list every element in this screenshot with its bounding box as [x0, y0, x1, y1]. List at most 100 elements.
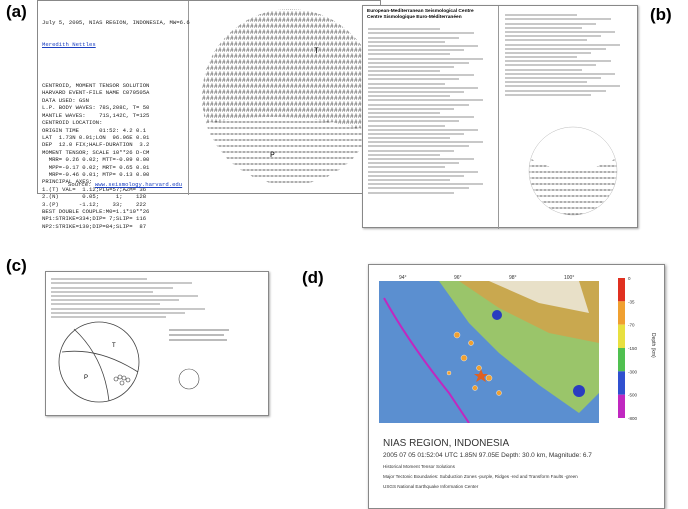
text-row: [505, 73, 615, 75]
text-row: [51, 287, 173, 289]
text-row: [505, 18, 611, 20]
lon-label: 100°: [564, 275, 574, 281]
text-line: 2.(N) 0.05; 1; 128: [42, 193, 190, 200]
colorbar-tick: -70: [628, 323, 635, 328]
table: [368, 26, 493, 196]
text-row: [368, 41, 445, 43]
text-row: [368, 104, 469, 106]
panel-a: July 5, 2005, NIAS REGION, INDONESIA, MW…: [37, 0, 381, 194]
text-line: ORIGIN TIME 01:52: 4.2 0.1: [42, 127, 190, 134]
source: Source: www.seismology.harvard.edu: [68, 181, 182, 188]
text-row: [368, 162, 459, 164]
text-line: DATA USED: GSN: [42, 97, 190, 104]
text-row: [505, 77, 601, 79]
text-line: CENTROID LOCATION:: [42, 119, 190, 126]
text-row: [505, 48, 606, 50]
text-row: [368, 66, 454, 68]
text-line: BEST DOUBLE COUPLE:M0=1.1*10**26: [42, 208, 190, 215]
source-label: Source:: [68, 181, 92, 188]
text-row: [368, 78, 459, 80]
text-row: [368, 137, 450, 139]
text-row: [368, 141, 483, 143]
source-link[interactable]: www.seismology.harvard.edu: [95, 181, 182, 188]
colorbar-tick: -500: [628, 393, 638, 398]
text-row: [368, 171, 478, 173]
lon-label: 96°: [454, 275, 462, 281]
text-row: [368, 150, 454, 152]
text-row: [505, 27, 582, 29]
text-row: [51, 308, 205, 310]
text-row: [368, 108, 454, 110]
text-row: [368, 49, 464, 51]
p-axis: P: [270, 151, 275, 160]
note-line: Major Tectonic Boundaries: Subduction Zo…: [383, 472, 592, 482]
colorbar-segment: [618, 278, 625, 301]
panel-label: (d): [302, 268, 324, 288]
colorbar-tick: 0: [628, 276, 631, 281]
text-row: [368, 125, 445, 127]
text-row: [368, 112, 440, 114]
text-line: MPP=-0.17 0.02; MRT= 0.65 0.01: [42, 164, 190, 171]
text-row: [368, 28, 440, 30]
text-row: [505, 14, 577, 16]
text-row: [368, 145, 469, 147]
text-line: MRP=-0.46 0.01; MTP= 0.13 0.00: [42, 171, 190, 178]
divider: [498, 6, 499, 229]
header: European-Mediterranean Seismological Cen…: [367, 9, 474, 21]
lon-label: 94°: [399, 275, 407, 281]
beachball: # T P: [198, 5, 378, 190]
text-row: [505, 44, 620, 46]
colorbar-segment: [618, 371, 625, 394]
author-link[interactable]: Meredith Nettles: [42, 41, 190, 48]
svg-text:T: T: [112, 343, 116, 349]
text-row: [368, 166, 445, 168]
text-row: [505, 35, 601, 37]
colorbar-segment: [618, 301, 625, 324]
header-line: Centre Sismologique Euro-Méditerranéen: [367, 15, 474, 21]
text-row: [505, 85, 620, 87]
colorbar-title: Depth (km): [650, 333, 656, 358]
text-row: [368, 83, 445, 85]
text-row: [368, 116, 474, 118]
text-row: [368, 154, 440, 156]
text-row: [505, 23, 596, 25]
text-line: NP1:STRIKE=334;DIP= 7;SLIP= 116: [42, 215, 190, 222]
text-row: [51, 295, 198, 297]
panel-d: 94°96°98°100° 0-35-70-150-300-500-800Dep…: [368, 264, 665, 509]
text-row: [368, 62, 469, 64]
text-line: DEP 12.0 FIX;HALF-DURATION 3.2: [42, 141, 190, 148]
text-row: [368, 175, 464, 177]
lon-label: 98°: [509, 275, 517, 281]
text-row: [51, 312, 185, 314]
text-line: NP2:STRIKE=130;DIP=84;SLIP= 87: [42, 223, 190, 230]
text-block: [505, 12, 630, 98]
text-row: [368, 183, 483, 185]
text-line: MANTLE WAVES: 71S,142C, T=125: [42, 112, 190, 119]
t-axis: T: [314, 47, 319, 56]
text-row: [505, 81, 587, 83]
text-line: MRR= 0.26 0.02; MTT=-0.09 0.00: [42, 156, 190, 163]
notes: Historical Moment Tensor SolutionsMajor …: [383, 462, 592, 492]
text-row: [505, 52, 591, 54]
subtitle: 2005 07 05 01:52:04 UTC 1.85N 97.05E Dep…: [383, 450, 592, 462]
svg-text:P: P: [84, 375, 88, 381]
text-row: [368, 133, 464, 135]
colorbar-segment: [618, 395, 625, 418]
text-line: L.P. BODY WAVES: 78S,208C, T= 50: [42, 104, 190, 111]
text-row: [505, 90, 606, 92]
note-line: Historical Moment Tensor Solutions: [383, 462, 592, 472]
text-row: [368, 91, 464, 93]
text-row: [505, 31, 615, 33]
text-row: [368, 187, 469, 189]
text-line: CENTROID, MOMENT TENSOR SOLUTION: [42, 82, 190, 89]
text-row: [368, 74, 474, 76]
text-row: [505, 56, 577, 58]
header: July 5, 2005, NIAS REGION, INDONESIA, MW…: [42, 19, 190, 26]
text-row: [505, 60, 611, 62]
panel-label: (c): [6, 256, 27, 276]
text-row: [51, 278, 147, 280]
colorbar-tick: -35: [628, 299, 635, 304]
page: {"panels":{ "a":{"label":"(a)","header":…: [0, 0, 688, 509]
